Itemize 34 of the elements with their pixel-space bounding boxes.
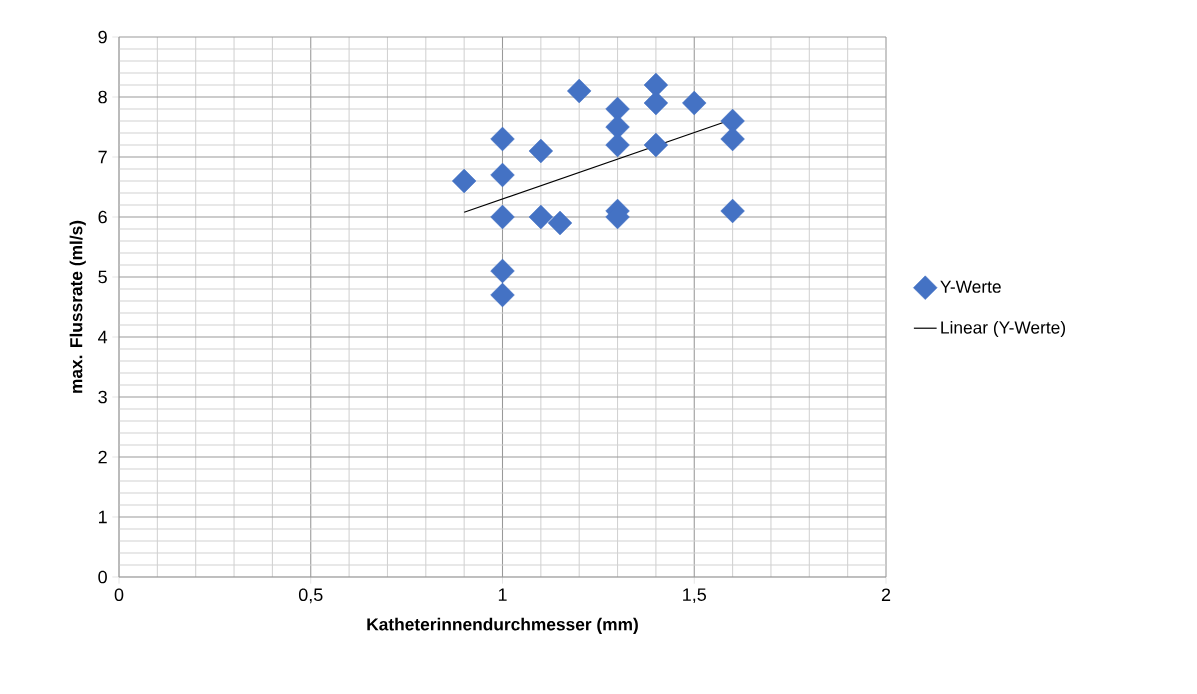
point: [490, 126, 515, 152]
point: [567, 78, 592, 104]
point: [528, 204, 553, 230]
x-tick-label: 0,5: [298, 588, 323, 604]
point: [643, 132, 669, 158]
x-tick-label: 1,5: [683, 588, 707, 604]
y-tick-label: 3: [98, 390, 107, 404]
point: [720, 126, 745, 152]
y-axis-title: max. Flussrate (ml/s): [69, 220, 86, 393]
y-tick-label: 2: [98, 450, 107, 464]
y-tick-label: 7: [98, 150, 107, 164]
point: [490, 258, 515, 284]
point: [528, 138, 553, 164]
y-tick-label: 0: [98, 570, 107, 584]
y-tick-label: 5: [98, 270, 107, 284]
y-tick-label: 8: [98, 90, 107, 104]
point: [605, 132, 630, 158]
point: [490, 204, 515, 230]
point: [720, 198, 745, 224]
point: [452, 168, 477, 194]
point: [490, 282, 515, 308]
legend-label: Y-Werte: [940, 280, 1001, 293]
point: [490, 162, 515, 188]
x-tick-label: 1: [498, 588, 507, 601]
legend-label: Linear (Y-Werte): [941, 320, 1066, 338]
y-tick-label: 1: [98, 510, 107, 524]
x-tick-label: 2: [881, 588, 891, 601]
x-tick-label: 0: [114, 588, 124, 602]
y-tick-label: 6: [98, 210, 107, 224]
y-tick-label: 9: [98, 30, 107, 44]
y-tick-label: 4: [98, 330, 108, 344]
point: [682, 90, 707, 116]
x-axis-title: Katheterinnendurchmesser (mm): [367, 617, 638, 634]
point: [547, 210, 573, 236]
